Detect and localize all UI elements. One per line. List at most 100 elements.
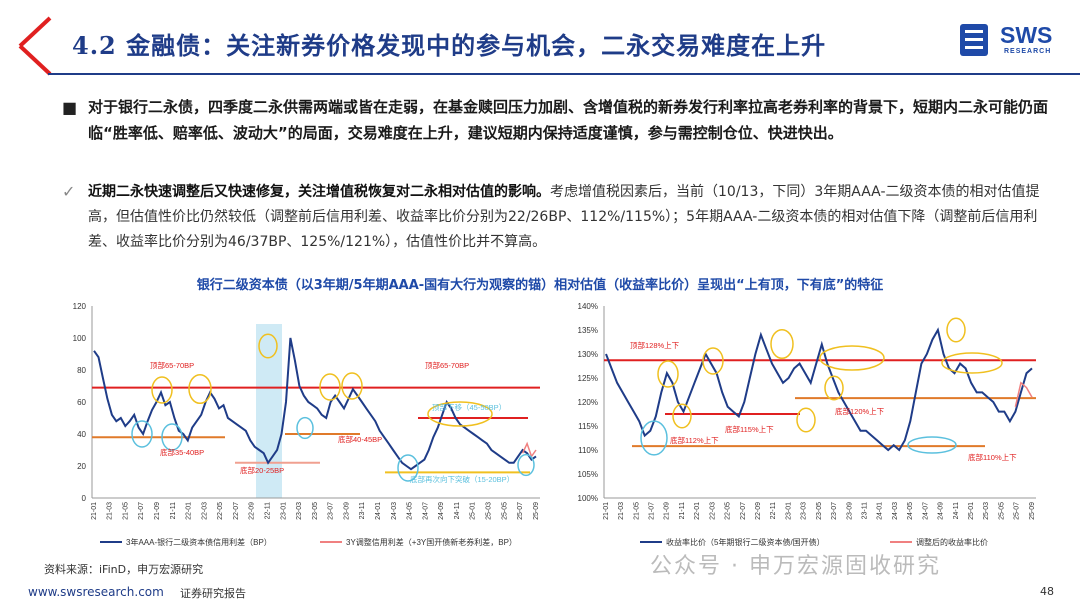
- x-tick-label: 24-05: [907, 502, 914, 520]
- x-tick-label: 23-01: [280, 502, 287, 520]
- y-tick-label: 115%: [578, 422, 598, 431]
- x-tick-label: 24-05: [407, 502, 414, 520]
- annotation-label: 顶部65-70BP: [150, 360, 194, 370]
- x-tick-label: 25-07: [1014, 502, 1021, 520]
- highlight-circle: [657, 360, 679, 388]
- y-tick-label: 0: [82, 494, 87, 503]
- x-tick-label: 22-07: [233, 502, 240, 520]
- highlight-circle: [397, 454, 419, 482]
- x-tick-label: 25-03: [485, 502, 492, 520]
- highlight-circle: [188, 373, 212, 405]
- x-tick-label: 23-03: [296, 502, 303, 520]
- x-tick-label: 25-09: [533, 502, 540, 520]
- highlight-circle: [319, 373, 341, 401]
- annotation-label: 底部40-45BP: [338, 434, 382, 444]
- x-tick-label: 23-09: [846, 502, 853, 520]
- highlight-circle: [427, 401, 493, 427]
- annotation-label: 顶部下移（45-50BP）: [432, 402, 506, 412]
- page-number: 48: [1040, 585, 1054, 598]
- x-tick-label: 22-05: [725, 502, 732, 520]
- source-note: 资料来源：iFinD，申万宏源研究: [44, 563, 204, 576]
- x-tick-label: 22-05: [217, 502, 224, 520]
- x-tick-label: 24-03: [892, 502, 899, 520]
- x-tick-label: 22-09: [755, 502, 762, 520]
- header-bar: [0, 0, 1080, 86]
- x-tick-label: 23-11: [359, 502, 366, 519]
- annotation-label: 底部120%上下: [835, 406, 885, 416]
- annotation-label: 顶部128%上下: [630, 340, 680, 350]
- footer-report-type: 证券研究报告: [180, 587, 246, 600]
- highlight-circle: [824, 375, 844, 401]
- x-tick-label: 24-03: [391, 502, 398, 520]
- chart-left: 0 20 40 60 80 100 120 21-01 21-03 21-05 21-07 21-09…: [73, 302, 540, 547]
- highlight-circle: [131, 420, 153, 448]
- annotation-label: 顶部65-70BP: [425, 360, 469, 370]
- highlight-circle: [770, 328, 794, 360]
- x-tick-label: 23-01: [785, 502, 792, 520]
- highlight-circle: [907, 436, 957, 454]
- highlight-circle: [796, 407, 816, 433]
- bullet-2-bold: 近期二永快速调整后又快速修复，关注增值税恢复对二永相对估值的影响。: [88, 184, 550, 200]
- x-tick-label: 23-09: [343, 502, 350, 520]
- y-tick-label: 100%: [578, 494, 598, 503]
- y-tick-label: 20: [77, 462, 86, 471]
- annotation-label: 底部110%上下: [968, 452, 1017, 462]
- y-tick-label: 135%: [578, 326, 598, 335]
- series-line-2: [1014, 381, 1033, 407]
- x-tick-label: 23-05: [816, 502, 823, 520]
- highlight-circle: [258, 333, 278, 359]
- highlight-circle: [296, 416, 314, 440]
- highlight-circle: [151, 376, 173, 404]
- x-tick-label: 21-07: [138, 502, 145, 520]
- footer-url[interactable]: www.swsresearch.com: [28, 585, 164, 599]
- x-tick-label: 21-11: [170, 502, 177, 519]
- x-tick-label: 24-11: [454, 502, 461, 519]
- x-tick-label: 22-11: [770, 502, 777, 519]
- x-tick-label: 25-01: [968, 502, 975, 520]
- x-tick-label: 24-09: [938, 502, 945, 520]
- highlight-circle: [517, 453, 535, 477]
- annotation-label: 底部35-40BP: [160, 447, 204, 457]
- annotation-label: 底部再次向下突破（15-20BP）: [410, 474, 514, 484]
- x-tick-label: 22-11: [264, 502, 271, 519]
- x-tick-label: 25-05: [501, 502, 508, 520]
- highlight-circle: [640, 420, 668, 456]
- x-tick-label: 21-01: [91, 502, 98, 520]
- annotation-label: 底部112%上下: [670, 435, 719, 445]
- x-tick-label: 24-07: [422, 502, 429, 520]
- logo-subtext: RESEARCH: [1004, 48, 1052, 55]
- x-tick-label: 23-07: [328, 502, 335, 520]
- bullet-paragraph-2: 近期二永快速调整后又快速修复，关注增值税恢复对二永相对估值的影响。考虑增值税因素…: [88, 180, 1058, 255]
- chart-right: 100% 105% 110% 115% 120% 125% 130% 135% 140% 21-0…: [578, 302, 1036, 547]
- x-tick-label: 24-07: [922, 502, 929, 520]
- highlight-circle: [941, 352, 1003, 374]
- y-tick-label: 140%: [578, 302, 598, 311]
- bullet-paragraph-1: 对于银行二永债，四季度二永供需两端或皆在走弱，在基金赎回压力加剧、含增值税的新券…: [88, 98, 1049, 142]
- header-decoration: [0, 0, 1080, 86]
- series-line-2: [521, 441, 537, 459]
- chart-title: 银行二级资本债（以3年期/5年期AAA-国有大行为观察的锚）相对估值（收益率比价…: [196, 278, 884, 293]
- watermark: 公众号 · 申万宏源固收研究: [650, 554, 941, 579]
- annotation-label: 底部115%上下: [725, 424, 774, 434]
- x-tick-label: 21-09: [664, 502, 671, 520]
- x-tick-label: 21-05: [633, 502, 640, 520]
- square-bullet-icon: ■: [62, 98, 78, 117]
- x-tick-label: 21-03: [107, 502, 114, 520]
- x-tick-label: 24-01: [877, 502, 884, 520]
- x-tick-label: 24-01: [375, 502, 382, 520]
- x-tick-label: 25-05: [998, 502, 1005, 520]
- x-tick-label: 22-01: [186, 502, 193, 520]
- highlight-circle: [819, 345, 885, 371]
- legend-label: 调整后的收益率比价: [916, 537, 988, 547]
- page-title: 4.2 金融债：关注新券价格发现中的参与机会，二永交易难度在上升: [72, 31, 827, 60]
- x-tick-label: 21-03: [618, 502, 625, 520]
- x-tick-label: 21-07: [648, 502, 655, 520]
- x-tick-label: 25-01: [470, 502, 477, 520]
- legend-label: 3年AAA-银行二级资本债信用利差（BP）: [126, 537, 272, 547]
- y-tick-label: 125%: [578, 374, 598, 383]
- highlight-circle: [672, 403, 692, 429]
- highlight-circle: [161, 423, 183, 451]
- x-tick-label: 23-07: [831, 502, 838, 520]
- y-tick-label: 120%: [578, 398, 598, 407]
- y-tick-label: 110%: [578, 446, 598, 455]
